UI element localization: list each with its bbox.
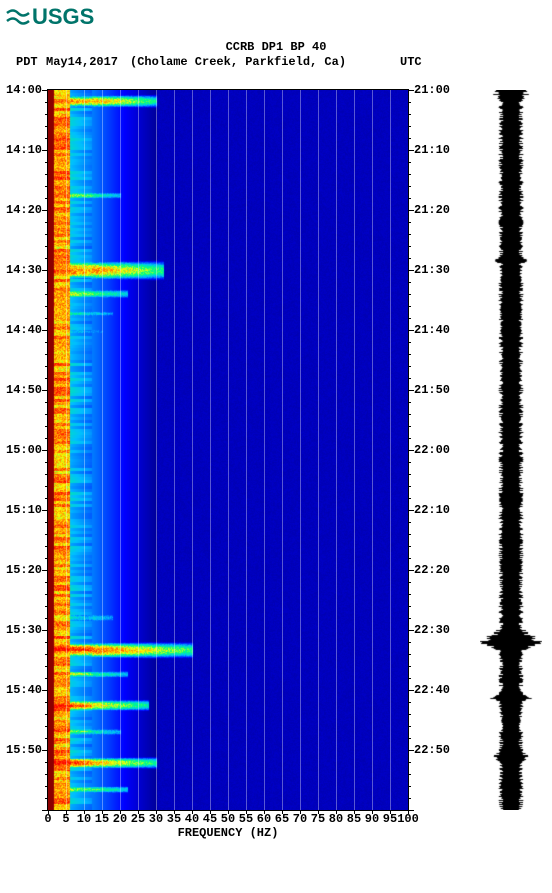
x-tick-label: 10 — [77, 812, 91, 826]
y-tick-right-label: 22:10 — [414, 503, 450, 517]
utc-label: UTC — [400, 55, 422, 69]
x-tick-label: 70 — [293, 812, 307, 826]
x-tick-label: 50 — [221, 812, 235, 826]
gridline — [246, 90, 247, 810]
gridline — [120, 90, 121, 810]
y-tick-right-label: 22:50 — [414, 743, 450, 757]
x-tick-label: 55 — [239, 812, 253, 826]
gridline — [174, 90, 175, 810]
y-tick-left-label: 15:40 — [6, 683, 42, 697]
gridline — [102, 90, 103, 810]
waveform-canvas — [480, 90, 542, 810]
gridline — [84, 90, 85, 810]
x-tick-label: 100 — [397, 812, 419, 826]
x-tick-label: 95 — [383, 812, 397, 826]
y-tick-left-label: 14:50 — [6, 383, 42, 397]
tick-mark — [47, 810, 409, 811]
waveform-panel — [480, 90, 542, 810]
y-tick-left-label: 14:20 — [6, 203, 42, 217]
gridline — [336, 90, 337, 810]
y-tick-left-label: 15:50 — [6, 743, 42, 757]
x-tick-label: 75 — [311, 812, 325, 826]
y-tick-right-label: 22:30 — [414, 623, 450, 637]
gridline — [318, 90, 319, 810]
gridline — [210, 90, 211, 810]
x-tick-label: 65 — [275, 812, 289, 826]
y-tick-left-label: 15:00 — [6, 443, 42, 457]
y-tick-right-label: 21:00 — [414, 83, 450, 97]
logo-text: USGS — [32, 4, 94, 30]
x-tick-label: 35 — [167, 812, 181, 826]
y-tick-left-label: 15:30 — [6, 623, 42, 637]
y-tick-right-label: 22:40 — [414, 683, 450, 697]
y-tick-left-label: 15:20 — [6, 563, 42, 577]
gridline — [372, 90, 373, 810]
gridline — [282, 90, 283, 810]
x-axis-label: FREQUENCY (HZ) — [48, 826, 408, 840]
x-tick-label: 60 — [257, 812, 271, 826]
x-tick-label: 20 — [113, 812, 127, 826]
y-tick-right-label: 21:40 — [414, 323, 450, 337]
spectrogram-plot — [48, 90, 408, 810]
pdt-label: PDT — [16, 55, 38, 69]
gridline — [192, 90, 193, 810]
gridline — [354, 90, 355, 810]
x-tick-label: 30 — [149, 812, 163, 826]
y-tick-right-label: 21:10 — [414, 143, 450, 157]
gridline — [66, 90, 67, 810]
y-tick-left-label: 14:30 — [6, 263, 42, 277]
gridline — [390, 90, 391, 810]
gridline — [228, 90, 229, 810]
y-tick-right-label: 22:20 — [414, 563, 450, 577]
y-tick-right-label: 21:20 — [414, 203, 450, 217]
usgs-logo: USGS — [6, 4, 94, 30]
tick-mark — [47, 89, 48, 811]
y-tick-left-label: 14:40 — [6, 323, 42, 337]
x-tick-label: 0 — [44, 812, 51, 826]
x-tick-label: 5 — [62, 812, 69, 826]
location-label: (Cholame Creek, Parkfield, Ca) — [130, 55, 346, 69]
date-label: May14,2017 — [46, 55, 118, 69]
tick-mark — [408, 89, 409, 811]
x-tick-label: 40 — [185, 812, 199, 826]
x-tick-label: 45 — [203, 812, 217, 826]
y-tick-right-label: 22:00 — [414, 443, 450, 457]
x-tick-label: 15 — [95, 812, 109, 826]
x-tick-label: 25 — [131, 812, 145, 826]
x-tick-label: 80 — [329, 812, 343, 826]
y-tick-left-label: 15:10 — [6, 503, 42, 517]
gridline — [300, 90, 301, 810]
x-tick-label: 90 — [365, 812, 379, 826]
y-tick-left-label: 14:00 — [6, 83, 42, 97]
y-tick-left-label: 14:10 — [6, 143, 42, 157]
y-tick-right-label: 21:50 — [414, 383, 450, 397]
chart-title: CCRB DP1 BP 40 — [0, 40, 552, 54]
y-tick-right-label: 21:30 — [414, 263, 450, 277]
x-tick-label: 85 — [347, 812, 361, 826]
gridline — [138, 90, 139, 810]
gridline — [156, 90, 157, 810]
tick-mark — [47, 89, 409, 90]
gridline — [264, 90, 265, 810]
